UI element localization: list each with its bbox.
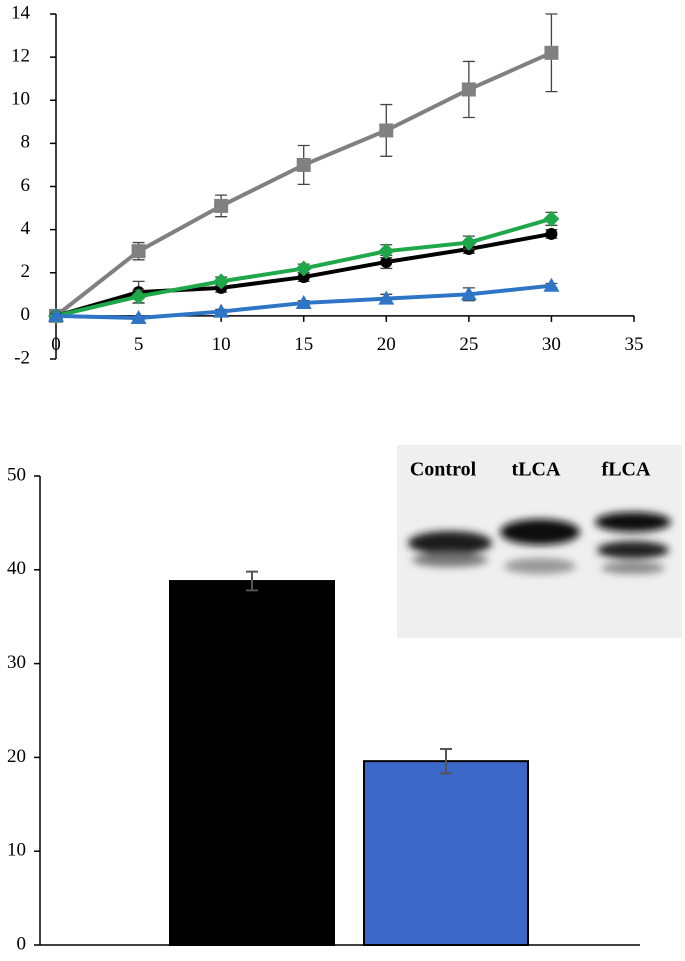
- marker: [295, 260, 312, 277]
- marker: [378, 290, 395, 305]
- y-tick-label: 50: [7, 464, 26, 485]
- marker: [544, 45, 559, 60]
- y-tick-label: 14: [11, 2, 31, 23]
- x-tick-label: 0: [51, 334, 61, 355]
- bar: [169, 580, 335, 947]
- marker: [378, 243, 395, 260]
- marker: [543, 210, 560, 227]
- y-tick-label: 30: [7, 652, 26, 673]
- inset-label: tLCA: [512, 459, 561, 481]
- y-tick-label: 8: [21, 132, 31, 153]
- x-tick-label: 20: [377, 334, 396, 355]
- x-tick-label: 30: [542, 334, 561, 355]
- inset-label: fLCA: [602, 459, 651, 481]
- marker: [297, 271, 310, 284]
- marker: [130, 310, 147, 325]
- marker: [296, 157, 311, 172]
- marker: [213, 273, 230, 290]
- blot-bands: [408, 512, 671, 574]
- y-tick-label: 20: [7, 746, 26, 767]
- x-tick-label: 15: [294, 334, 313, 355]
- x-tick-label: 35: [625, 334, 644, 355]
- blot-inset: [397, 445, 682, 638]
- marker: [543, 277, 560, 292]
- marker: [295, 294, 312, 309]
- x-tick-label: 5: [134, 334, 144, 355]
- error-bar: [440, 747, 452, 775]
- marker: [131, 244, 146, 259]
- x-tick-label: 10: [212, 334, 231, 355]
- y-tick-label: 40: [7, 558, 26, 579]
- x-tick-label: 25: [459, 334, 478, 355]
- y-tick-label: 0: [17, 933, 27, 954]
- y-tick-label: 12: [11, 45, 30, 66]
- marker: [213, 303, 230, 318]
- marker: [460, 286, 477, 301]
- y-tick-label: 2: [21, 261, 31, 282]
- marker: [460, 234, 477, 251]
- y-tick-label: 0: [21, 304, 31, 325]
- y-tick-label: -2: [14, 347, 30, 368]
- error-bar: [246, 570, 258, 592]
- marker: [545, 227, 558, 240]
- series: [48, 277, 560, 325]
- y-tick-label: 10: [7, 840, 26, 861]
- bar: [363, 760, 529, 946]
- inset-label: Control: [410, 459, 477, 481]
- marker: [461, 82, 476, 97]
- marker: [380, 255, 393, 268]
- marker: [48, 307, 64, 322]
- marker: [379, 123, 394, 138]
- marker: [214, 198, 229, 213]
- y-tick-label: 10: [11, 89, 30, 110]
- marker: [130, 288, 147, 305]
- y-tick-label: 6: [21, 175, 31, 196]
- y-tick-label: 4: [21, 218, 31, 239]
